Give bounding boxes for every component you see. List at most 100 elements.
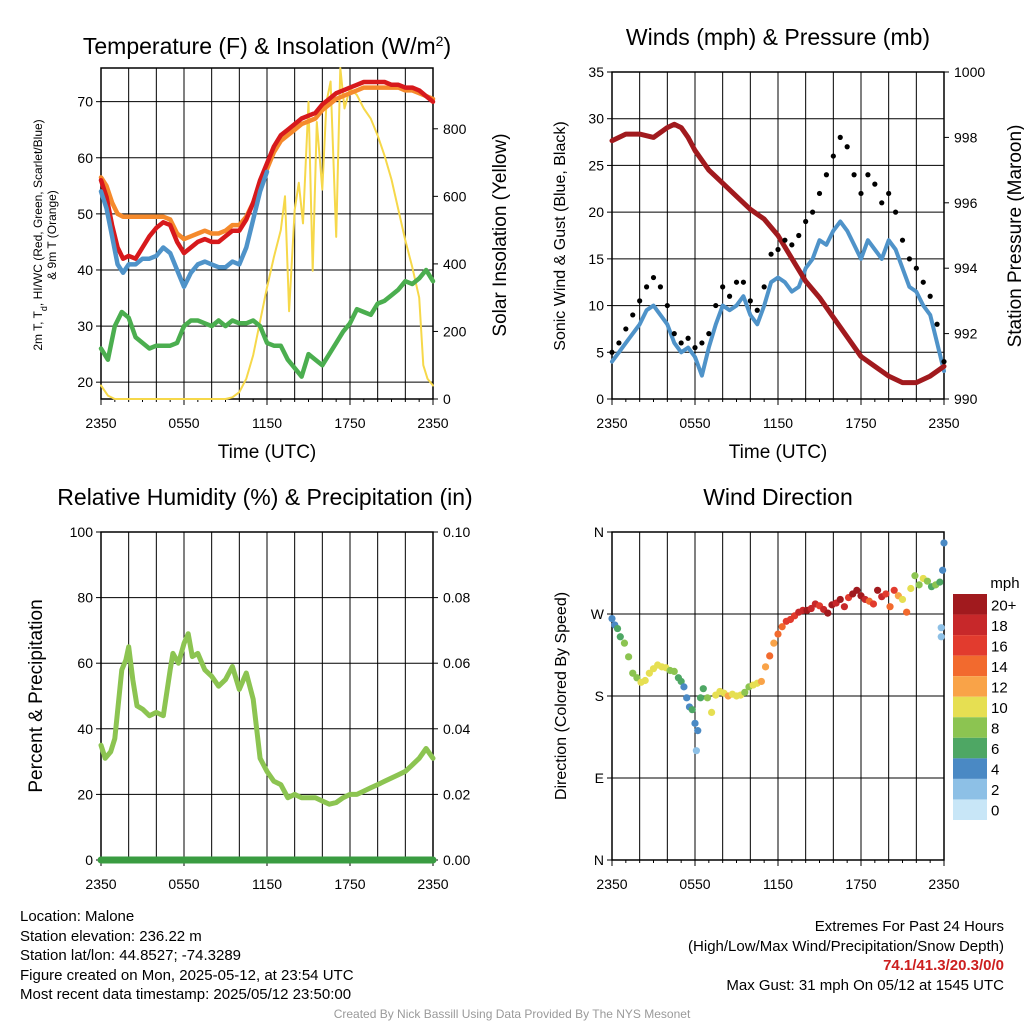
winds-title: Winds (mph) & Pressure (mb) — [626, 24, 930, 50]
direction-point — [680, 683, 688, 691]
gust-point — [906, 256, 913, 262]
direction-point — [807, 604, 815, 613]
series-line-solar-insolation — [100, 67, 434, 400]
direction-point — [874, 586, 882, 594]
direction-panel: Wind Direction Direction (Colored By Spe… — [553, 484, 1020, 892]
direction-point — [915, 581, 923, 589]
direction-point — [770, 639, 778, 647]
direction-point — [708, 708, 716, 717]
colorbar-swatch — [953, 614, 987, 636]
extremes-title: Extremes For Past 24 Hours — [814, 918, 1004, 935]
colorbar-swatch — [953, 655, 987, 677]
humidity-title: Relative Humidity (%) & Precipitation (i… — [57, 484, 472, 510]
gust-point — [623, 326, 629, 332]
x-tick-label: 1150 — [252, 876, 282, 892]
gust-point — [740, 279, 747, 285]
y2-tick-label: 998 — [954, 129, 978, 145]
y2-tick-label: 0.08 — [443, 590, 470, 606]
colorbar-swatch — [953, 635, 987, 656]
created-text: Figure created on Mon, 2025-05-12, at 23… — [20, 966, 354, 984]
gust-point — [789, 242, 795, 248]
y-tick-label: 50 — [77, 206, 93, 222]
direction-point — [840, 603, 849, 611]
recent-text: Most recent data timestamp: 2025/05/12 2… — [20, 986, 352, 1003]
colorbar-swatch — [953, 717, 987, 738]
y2-tick-label: 0.02 — [443, 786, 470, 802]
gust-point — [934, 321, 940, 327]
gust-point — [720, 284, 726, 290]
gust-point — [685, 335, 691, 341]
elevation-text: Station elevation: 236.22 m — [20, 927, 202, 945]
colorbar-label: 0 — [991, 803, 999, 820]
y-tick-label: 40 — [77, 721, 93, 737]
direction-point — [923, 577, 932, 585]
y-tick-label: 30 — [77, 318, 93, 334]
y2-tick-label: 200 — [443, 323, 467, 339]
humidity-panel: Relative Humidity (%) & Precipitation (i… — [26, 484, 473, 892]
direction-point — [670, 667, 678, 676]
y2-tick-label: 600 — [443, 188, 467, 204]
gust-point — [879, 200, 885, 206]
y2-tick-label: 0 — [443, 391, 451, 407]
x-tick-label: 1750 — [845, 876, 876, 892]
credit-text: Created By Nick Bassill Using Data Provi… — [333, 1007, 691, 1021]
temperature-right-ylabel: Solar Insolation (Yellow) — [490, 133, 511, 336]
y-tick-label: 20 — [77, 786, 93, 802]
y2-tick-label: 0.04 — [443, 721, 470, 737]
gust-point — [865, 172, 871, 178]
gust-point — [823, 172, 830, 178]
gust-point — [643, 284, 650, 290]
y-tick-label: 25 — [588, 157, 604, 173]
colorbar-label: 6 — [991, 741, 999, 758]
series-line-hi-wc — [98, 169, 270, 290]
gust-point — [754, 307, 760, 313]
x-tick-label: 1150 — [763, 876, 793, 892]
extremes-fields: (High/Low/Max Wind/Precipitation/Snow De… — [688, 937, 1004, 955]
y-tick-label: W — [591, 606, 605, 622]
direction-point — [692, 747, 700, 755]
y-tick-label: 20 — [77, 374, 93, 390]
direction-point — [641, 676, 649, 685]
y-tick-label: N — [594, 524, 604, 540]
y-tick-label: S — [595, 688, 604, 704]
colorbar-label: 16 — [991, 638, 1008, 655]
direction-point — [886, 603, 894, 611]
direction-point — [907, 584, 915, 593]
colorbar: 20+ 18 16 14 12 10 8 6 4 2 0 — [953, 594, 1017, 820]
x-tick-label: 2350 — [596, 415, 627, 431]
colorbar-label: 8 — [991, 721, 999, 738]
gust-point — [837, 134, 843, 140]
y-tick-label: E — [595, 770, 604, 786]
gust-point — [892, 209, 899, 215]
colorbar-label: 14 — [991, 659, 1008, 676]
gust-point — [609, 349, 615, 355]
direction-point — [761, 663, 770, 671]
direction-point — [836, 595, 844, 604]
direction-point — [898, 595, 907, 604]
direction-point — [633, 674, 641, 682]
direction-point — [939, 566, 947, 574]
colorbar-label: 20+ — [991, 597, 1017, 614]
x-tick-label: 2350 — [928, 876, 959, 892]
y2-tick-label: 992 — [954, 326, 978, 342]
colorbar-swatch — [953, 758, 987, 779]
y2-tick-label: 990 — [954, 391, 978, 407]
y-tick-label: N — [594, 852, 604, 868]
y2-tick-label: 1000 — [954, 64, 985, 80]
colorbar-label: 12 — [991, 679, 1008, 696]
temperature-left-ylabel-line2: & 9m T (Orange) — [45, 190, 59, 280]
y-tick-label: 40 — [77, 262, 93, 278]
gust-point — [671, 331, 677, 337]
gust-point — [678, 340, 684, 346]
colorbar-swatch — [953, 676, 987, 697]
y-tick-label: 100 — [70, 524, 94, 540]
direction-point — [911, 572, 919, 580]
direction-point — [741, 688, 749, 696]
x-tick-label: 0550 — [168, 415, 199, 431]
y-tick-label: 60 — [77, 150, 93, 166]
x-tick-label: 1150 — [763, 415, 793, 431]
gust-point — [886, 190, 892, 197]
direction-point — [625, 653, 633, 661]
direction-point — [869, 600, 878, 608]
gust-point — [768, 251, 774, 257]
